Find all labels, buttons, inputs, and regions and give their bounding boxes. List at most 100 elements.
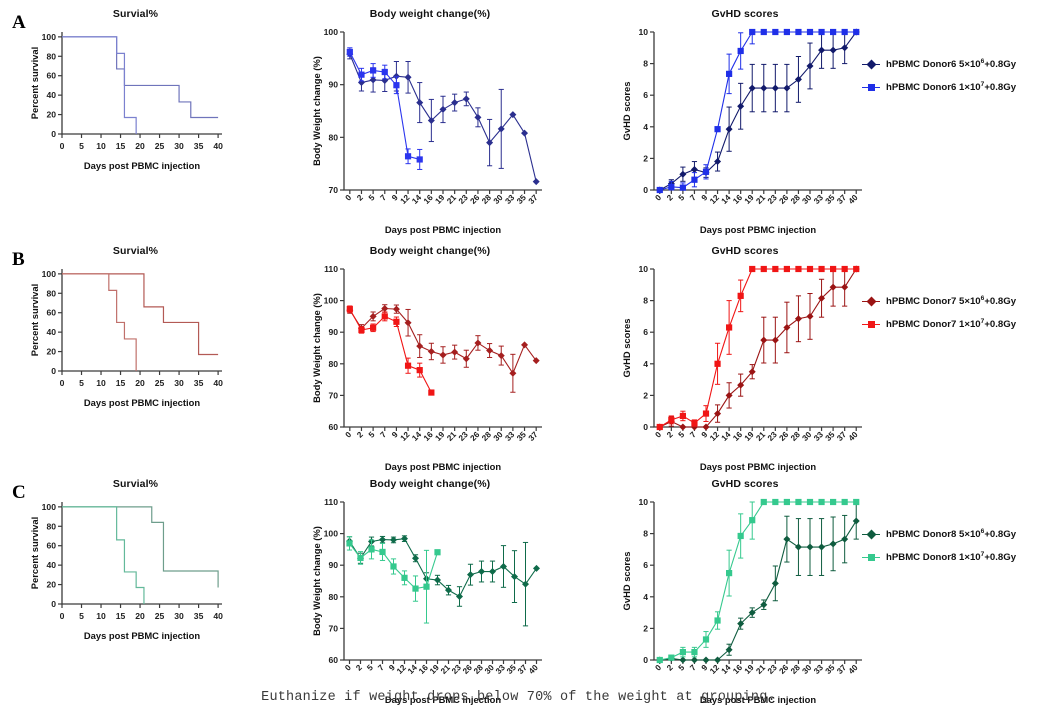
x-tick-label: 9 <box>390 430 400 440</box>
y-tick-label: 6 <box>643 90 648 100</box>
legend-square-icon <box>862 552 880 562</box>
data-point <box>416 156 423 163</box>
y-tick-label: 0 <box>643 185 648 195</box>
figure-caption: Euthanize if weight drops below 70% of t… <box>261 690 776 705</box>
data-point <box>829 46 837 54</box>
data-point <box>749 28 756 36</box>
chart-title: GvHD scores <box>711 8 779 20</box>
data-point <box>390 563 397 570</box>
data-point <box>451 348 459 356</box>
survival-curve <box>62 506 145 604</box>
y-tick-label: 6 <box>643 327 648 337</box>
data-point <box>393 82 400 89</box>
y-tick-label: 90 <box>328 327 338 337</box>
data-point <box>714 158 722 166</box>
panel-b: B Survial% 0 20 40 60 80 100 0 5 10 15 20 25 30 35 40 Day… <box>0 245 1037 480</box>
series-line <box>349 308 432 393</box>
y-axis-title: Percent survival <box>29 517 40 589</box>
chart-title: GvHD scores <box>711 478 779 490</box>
data-point <box>726 324 733 331</box>
panel-c: C Survial% 0 20 40 60 80 100 0 5 10 15 20 25 30 35 40 Day… <box>0 478 1037 713</box>
y-tick-label: 80 <box>46 51 56 61</box>
legend-item[interactable]: hPBMC Donor8 1×107+0.8Gy <box>862 549 1016 565</box>
x-tick-label: 0 <box>654 663 664 673</box>
x-tick-label: 9 <box>700 193 710 203</box>
data-point <box>818 265 825 273</box>
legend-item[interactable]: hPBMC Donor8 5×106+0.8Gy <box>862 526 1016 542</box>
data-point <box>369 312 377 320</box>
data-point <box>381 305 389 312</box>
series-line <box>659 31 857 191</box>
survival-plot: 0 20 40 60 80 100 0 5 10 15 20 25 30 35 40 Days post PB… <box>29 269 223 408</box>
x-tick-label: 35 <box>194 141 204 151</box>
data-point <box>818 46 826 54</box>
data-point <box>393 318 400 325</box>
x-tick-label: 7 <box>688 663 698 673</box>
y-tick-label: 8 <box>643 296 648 306</box>
y-axis-title: Percent survival <box>29 284 40 356</box>
data-point <box>760 601 768 609</box>
data-point <box>725 646 733 654</box>
data-point <box>830 498 837 506</box>
data-point <box>772 28 779 36</box>
data-point <box>725 125 733 133</box>
legend-diamond-icon <box>862 296 880 306</box>
x-tick-label: 2 <box>665 193 675 203</box>
x-tick-label: 9 <box>700 663 710 673</box>
data-point <box>760 84 768 92</box>
y-tick-label: 0 <box>643 655 648 665</box>
data-point <box>702 168 710 175</box>
data-point <box>853 28 860 36</box>
legend-item[interactable]: hPBMC Donor6 1×107+0.8Gy <box>862 79 1016 95</box>
data-point <box>760 498 767 506</box>
data-point <box>748 84 756 92</box>
survival-curve <box>62 36 219 119</box>
legend: hPBMC Donor8 5×106+0.8Gy hPBMC Donor8 1×1… <box>862 526 1016 572</box>
y-tick-label: 4 <box>643 592 648 602</box>
series-line <box>659 268 857 428</box>
legend-item[interactable]: hPBMC Donor7 1×107+0.8Gy <box>862 316 1016 332</box>
y-tick-label: 80 <box>328 359 338 369</box>
y-axis-title: GvHD scores <box>621 82 632 141</box>
y-tick-label: 60 <box>46 71 56 81</box>
y-tick-label: 0 <box>643 422 648 432</box>
y-tick-label: 8 <box>643 529 648 539</box>
y-axis-title: Body Weight change (%) <box>311 526 322 636</box>
data-point <box>679 170 687 178</box>
y-tick-label: 110 <box>324 497 338 507</box>
data-point <box>521 341 529 349</box>
data-point <box>358 71 365 78</box>
x-tick-label: 0 <box>654 193 664 203</box>
data-point <box>726 570 733 577</box>
y-tick-label: 10 <box>638 264 648 274</box>
legend-item[interactable]: hPBMC Donor7 5×106+0.8Gy <box>862 293 1016 309</box>
legend-square-icon <box>862 82 880 92</box>
data-point <box>474 339 482 347</box>
y-tick-label: 60 <box>328 655 338 665</box>
x-tick-label: 15 <box>116 611 126 621</box>
data-point <box>714 617 721 624</box>
data-point <box>357 554 364 562</box>
x-tick-label: 10 <box>96 378 106 388</box>
legend-item[interactable]: hPBMC Donor6 5×106+0.8Gy <box>862 56 1016 72</box>
body-weight-plot-area: 70 80 90 100 0 2 5 7 9 12 14 16 19 21 23 26 28 30 33 35 37 Da… <box>310 24 550 236</box>
y-tick-label: 6 <box>643 560 648 570</box>
data-point <box>392 305 400 313</box>
y-tick-label: 70 <box>328 390 338 400</box>
data-point <box>806 498 814 506</box>
series-line <box>659 520 857 661</box>
data-point <box>725 391 733 399</box>
data-point <box>427 116 435 124</box>
data-point <box>412 554 419 562</box>
data-point <box>474 113 482 121</box>
data-point <box>726 70 733 77</box>
data-point <box>691 649 698 656</box>
gvhd-plot-area: 0 2 4 6 8 10 0 2 5 7 9 12 14 16 19 21 23 26 28 30 33 35 37 40 Da… <box>620 494 870 706</box>
y-tick-label: 20 <box>46 347 56 357</box>
data-point <box>509 369 517 377</box>
x-tick-label: 5 <box>367 430 377 440</box>
data-point <box>467 571 474 579</box>
y-tick-label: 20 <box>46 110 56 120</box>
data-point <box>462 355 470 363</box>
